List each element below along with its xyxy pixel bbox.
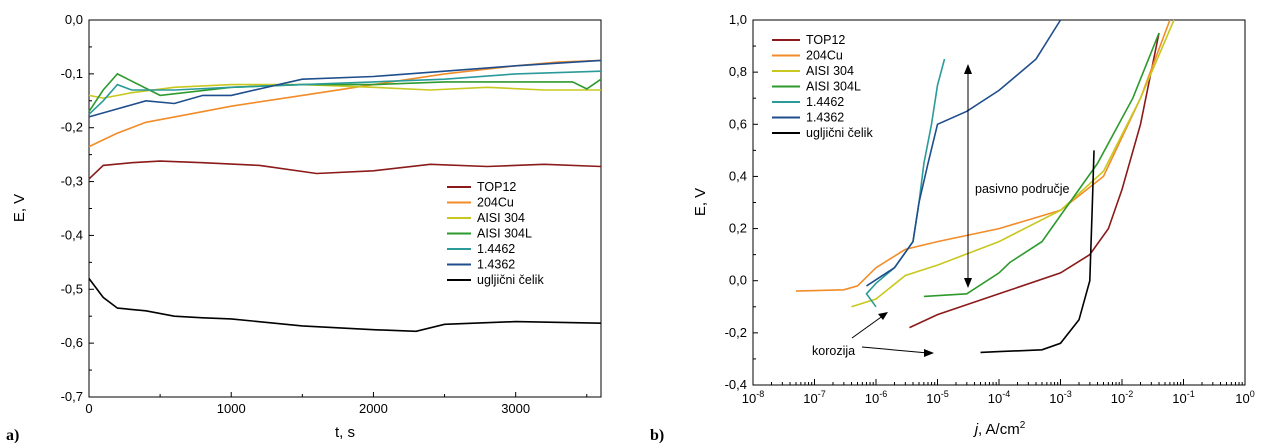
axis-ticks-b: 10-8 10-7 10-6 10-5 10-4 10-3 10-2 10-1 100 -0,4 -… <box>725 12 1255 406</box>
series-line-b-1-4462 <box>865 58 946 308</box>
y-tick-label-a: -0,5 <box>61 281 83 296</box>
passive-region-annotation: pasivno područje <box>964 64 1070 288</box>
x-tick-label-b: 10-4 <box>988 389 1010 406</box>
legend-label-b-1-4362: 1.4362 <box>806 111 844 125</box>
x-tick-label-b: 10-6 <box>865 389 887 406</box>
x-tick-label-a: 2000 <box>359 401 388 416</box>
axis-ticks-a: 0 1000 2000 3000 0,0 -0,1 -0,2 -0,3 -0,4 -0,5 -0,6… <box>61 12 588 416</box>
x-tick-label-b: 10-1 <box>1172 389 1194 406</box>
legend-label-b-aisi-304l: AISI 304L <box>806 80 861 94</box>
y-tick-label-b: -0,2 <box>725 325 747 340</box>
y-tick-label-b: 0,2 <box>729 221 747 236</box>
y-tick-label-a: -0,7 <box>61 389 83 404</box>
y-tick-label-b: 0,6 <box>729 116 747 131</box>
y-tick-label-b: 0,4 <box>729 168 747 183</box>
x-tick-label-a: 3000 <box>501 401 530 416</box>
plot-frame-a <box>88 19 602 398</box>
series-line-a-uglji-ni-elik <box>88 278 602 333</box>
y-tick-label-b: 0,8 <box>729 64 747 79</box>
y-tick-label-a: -0,6 <box>61 335 83 350</box>
series-line-a-aisi-304l <box>88 72 602 113</box>
y-tick-label-b: -0,4 <box>725 377 747 392</box>
y-tick-label-a: -0,2 <box>61 120 83 135</box>
y-axis-label-a: E, V <box>11 194 28 222</box>
series-line-a-1-4362 <box>88 59 602 118</box>
panel-label-b: b) <box>650 427 664 443</box>
series-line-a-aisi-304 <box>88 83 601 99</box>
x-axis-label-b: j, A/cm2 <box>973 420 1026 438</box>
y-tick-label-b: 0,0 <box>729 273 747 288</box>
x-tick-label-b: 10-2 <box>1111 389 1133 406</box>
y-tick-label-a: -0,1 <box>61 66 83 81</box>
series-line-b-aisi-304 <box>851 19 1175 308</box>
legend-label-a-uglji-ni-elik: ugljični čelik <box>477 273 544 287</box>
legend-label-a-1-4462: 1.4462 <box>477 242 515 256</box>
chart-panel-a: 0 1000 2000 3000 0,0 -0,1 -0,2 -0,3 -0,4 -0,5 -0,6… <box>6 12 602 443</box>
legend-label-b-top12: TOP12 <box>806 33 845 47</box>
arrow-head-up <box>964 64 972 74</box>
series-lines-a <box>88 59 602 333</box>
y-tick-label-a: -0,4 <box>61 227 83 242</box>
series-line-b-top12 <box>909 32 1160 329</box>
corrosion-label: korozija <box>812 344 855 358</box>
legend-label-a-204cu: 204Cu <box>477 196 514 210</box>
legend-label-a-1-4362: 1.4362 <box>477 258 515 272</box>
series-line-b-uglji-ni-elik <box>980 150 1095 354</box>
x-tick-label-a: 0 <box>85 401 92 416</box>
x-tick-label-a: 1000 <box>217 401 246 416</box>
corrosion-arrow-1-head <box>878 312 888 320</box>
y-axis-label-b: E, V <box>692 188 709 216</box>
series-line-b-204cu <box>795 19 1171 292</box>
legend-label-b-aisi-304: AISI 304 <box>806 64 854 78</box>
y-tick-label-a: 0,0 <box>65 12 83 27</box>
chart-panel-b: 10-8 10-7 10-6 10-5 10-4 10-3 10-2 10-1 100 -0,4 -… <box>650 12 1255 443</box>
legend-label-a-aisi-304l: AISI 304L <box>477 227 532 241</box>
x-tick-label-b: 10-8 <box>742 389 764 406</box>
series-lines-b <box>795 19 1175 354</box>
corrosion-arrow-2 <box>861 346 929 354</box>
passive-region-label: pasivno područje <box>975 182 1070 196</box>
series-line-b-aisi-304l <box>923 32 1160 298</box>
arrow-head-down <box>964 278 972 288</box>
legend-label-a-top12: TOP12 <box>477 180 516 194</box>
x-tick-label-b: 10-5 <box>926 389 948 406</box>
x-tick-label-b: 100 <box>1235 389 1254 406</box>
legend-label-a-aisi-304: AISI 304 <box>477 211 525 225</box>
series-line-b-1-4362 <box>866 19 1062 287</box>
y-tick-label-a: -0,3 <box>61 174 83 189</box>
x-tick-label-b: 10-7 <box>803 389 825 406</box>
y-tick-label-b: 1,0 <box>729 12 747 27</box>
legend-label-b-1-4462: 1.4462 <box>806 95 844 109</box>
corrosion-annotation: korozija <box>812 312 934 358</box>
corrosion-arrow-2-head <box>924 349 934 357</box>
x-axis-label-a: t, s <box>335 424 355 441</box>
legend-label-b-204cu: 204Cu <box>806 49 843 63</box>
x-tick-label-b: 10-3 <box>1049 389 1071 406</box>
legend-label-b-uglji-ni-elik: ugljični čelik <box>806 126 873 140</box>
series-line-a-1-4462 <box>88 70 602 115</box>
panel-label-a: a) <box>6 427 19 443</box>
corrosion-arrow-1 <box>851 314 885 339</box>
series-line-a-top12 <box>88 160 602 180</box>
